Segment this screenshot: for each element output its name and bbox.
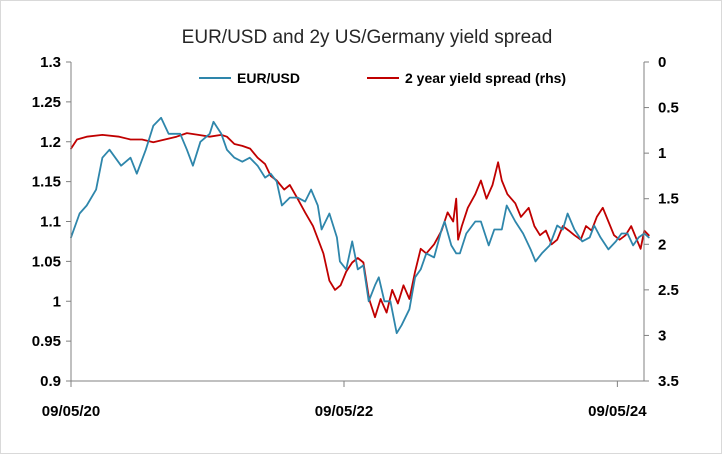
x-tick-label: 09/05/20: [42, 403, 100, 420]
x-tick-label: 09/05/24: [588, 403, 647, 420]
legend-label-yield-spread: 2 year yield spread (rhs): [405, 70, 566, 86]
right-tick-label: 3.5: [658, 373, 679, 390]
right-tick-label: 2.5: [658, 282, 679, 299]
right-tick-label: 0.5: [658, 100, 679, 117]
axes: 0.9 0.95 1 1.05 1.1 1.15 1.2 1.25 1.3 0 0.5 1 1.5 2 2.…: [32, 54, 679, 420]
left-tick-label: 0.95: [32, 333, 61, 350]
x-tick-label: 09/05/22: [315, 403, 373, 420]
series-line-eurusd: [70, 116, 650, 335]
right-tick-label: 2: [658, 236, 666, 253]
legend-label-eurusd: EUR/USD: [237, 70, 300, 86]
right-tick-label: 1: [658, 145, 666, 162]
right-tick-label: 3: [658, 327, 666, 344]
left-tick-label: 0.9: [40, 373, 61, 390]
right-tick-label: 0: [658, 54, 666, 71]
legend: EUR/USD 2 year yield spread (rhs): [199, 70, 566, 86]
left-tick-label: 1.05: [32, 253, 61, 270]
series-line-yield-spread: [70, 132, 650, 319]
left-tick-label: 1.1: [40, 214, 61, 231]
plot-area: [70, 116, 650, 335]
left-tick-label: 1.2: [40, 134, 61, 151]
left-tick-label: 1.25: [32, 94, 61, 111]
right-tick-label: 1.5: [658, 191, 679, 208]
left-tick-label: 1.15: [32, 174, 61, 191]
left-tick-label: 1.3: [40, 54, 61, 71]
left-tick-label: 1: [53, 293, 61, 310]
chart-title: EUR/USD and 2y US/Germany yield spread: [182, 27, 553, 48]
